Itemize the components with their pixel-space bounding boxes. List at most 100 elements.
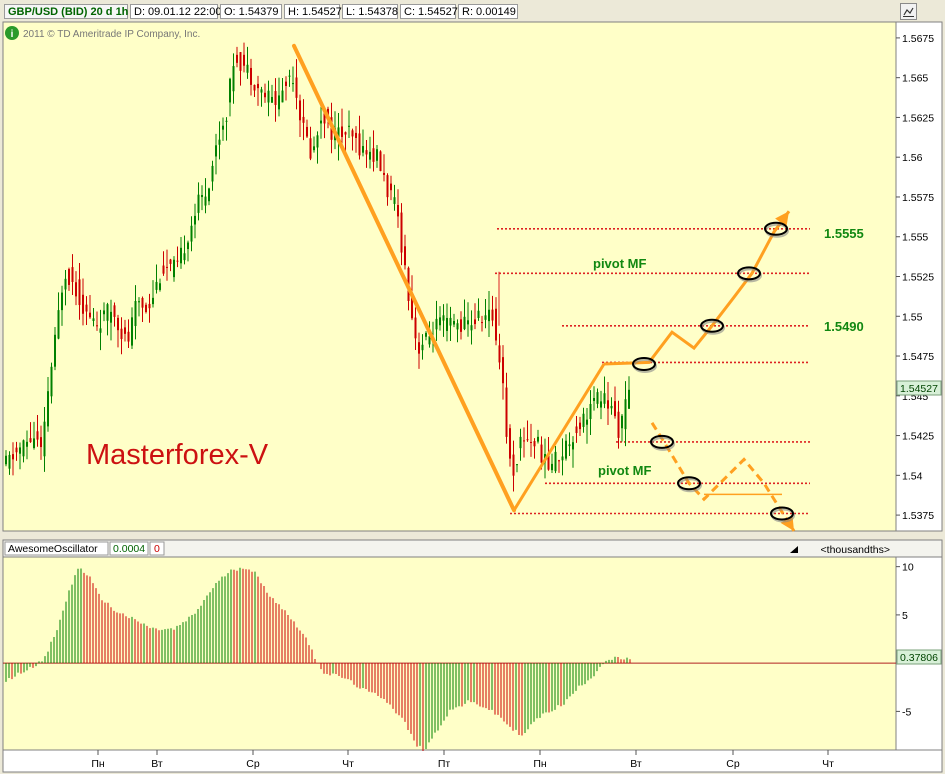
day-label: Пт [438,758,451,770]
candle-body [117,317,119,331]
candle-body [71,267,74,282]
candle-body [491,309,494,321]
candle-body [176,260,179,262]
candle-body [355,132,357,138]
candle-body [603,393,606,404]
trend-up-line [512,363,606,512]
candle-body [173,259,175,278]
copyright-text: 2011 © TD Ameritrade IP Company, Inc. [23,29,200,40]
candle-body [274,91,277,105]
candle-body [288,75,291,77]
candle-body [596,392,599,404]
candle-body [127,331,130,342]
candle-body [54,334,56,367]
candle-body [57,310,60,339]
candle-body [201,195,203,198]
candle-body [47,391,49,427]
candle-body [89,312,91,318]
candle-body [624,399,627,430]
candle-body [243,54,245,66]
candle-body [463,316,466,330]
low-readout: L: 1.54378 [342,4,398,19]
time-axis [2,749,943,773]
candle-body [148,303,151,309]
level-label-upper: 1.5555 [824,226,864,241]
candle-body [446,317,448,331]
candle-body [365,150,368,155]
price-axis [895,21,943,532]
candle-body [470,325,473,331]
oscillator-tick-label: -5 [902,706,911,718]
price-tick-label: 1.54 [902,470,923,482]
price-tick-label: 1.5575 [902,192,934,204]
price-tick-label: 1.5425 [902,431,934,443]
expand-icon[interactable] [900,3,917,20]
candle-body [320,120,322,124]
price-tick-label: 1.5375 [902,510,934,522]
candle-body [411,294,413,319]
candle-body [299,100,301,121]
candle-body [376,149,378,161]
price-tick-label: 1.5525 [902,272,934,284]
candle-body [579,422,581,430]
candle-body [400,212,403,253]
candle-body [92,318,95,321]
candle-body [166,266,168,268]
candle-body [250,67,252,85]
oscillator-tick-label: 10 [902,562,914,574]
oscillator-current-label: 0.37806 [900,652,938,664]
candle-body [628,389,630,409]
info-icon[interactable]: i [5,26,19,40]
candle-body [197,194,200,213]
candle-body [78,279,81,306]
candle-body [547,452,550,470]
candle-body [537,436,539,442]
candle-body [309,138,312,159]
candle-body [19,447,21,454]
candle-body [61,292,63,311]
price-tick-label: 1.5675 [902,33,934,45]
open-readout: O: 1.54379 [220,4,282,19]
candle-body [421,344,424,351]
candle-body [526,439,529,441]
price-tick-label: 1.555 [902,232,928,244]
candle-body [351,130,354,137]
candle-body [323,113,326,124]
day-label: Пн [91,758,105,770]
candle-body [404,246,406,266]
marker-ellipse [700,318,724,333]
day-label: Чт [342,758,354,770]
candle-body [362,146,364,153]
candle-body [551,463,553,471]
candle-body [295,77,298,98]
candle-body [159,283,161,290]
candle-body [96,325,98,327]
date-readout: D: 09.01.12 22:00 [130,4,221,19]
scroll-left-icon[interactable] [790,546,798,553]
marker-ellipse [737,266,761,281]
candle-body [225,120,228,122]
candle-body [610,405,613,409]
candle-body [257,83,259,89]
candle-body [435,318,438,330]
oscillator-panel [2,556,897,751]
oscillator-value: 0.0004 [113,543,145,555]
candle-body [232,66,235,92]
candle-body [582,413,585,427]
candle-body [183,253,186,261]
candle-body [15,447,18,453]
candle-body [285,81,287,86]
candle-body [152,297,154,305]
candle-body [8,454,11,469]
candle-body [187,242,189,250]
candle-body [498,345,501,363]
candle-body [477,310,480,318]
candle-body [572,442,574,450]
candle-body [180,247,182,264]
candle-body [246,64,249,73]
candle-body [281,90,284,103]
marker-ellipse [632,356,656,371]
candle-body [383,172,385,175]
price-tick-label: 1.5475 [902,351,934,363]
